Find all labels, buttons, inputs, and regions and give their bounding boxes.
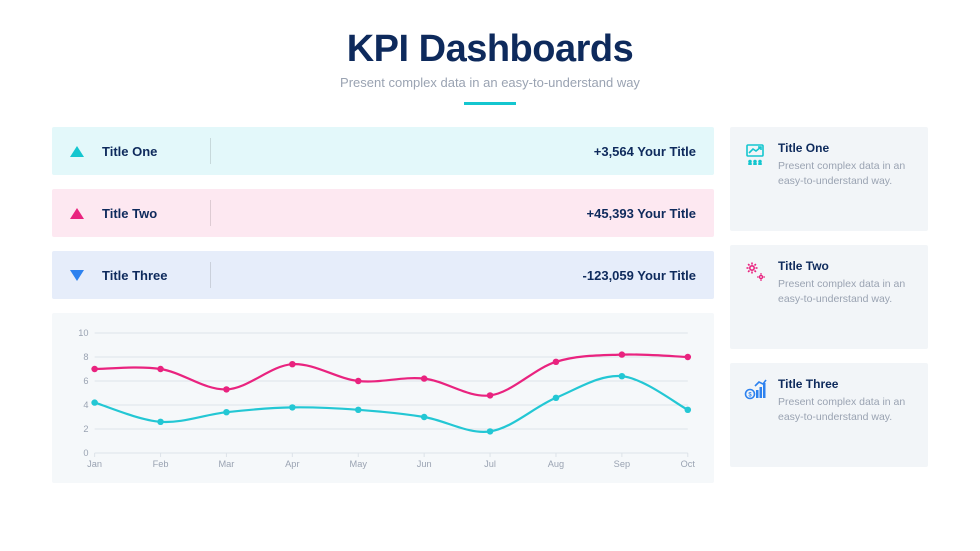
line-chart-card: 0 2 4 6 8 10 Jan Feb Mar Apr May Jun Jul Aug Sep Oct — [52, 313, 714, 483]
kpi-row: Title Two +45,393 Your Title — [52, 189, 714, 237]
right-column: Title One Present complex data in an easy… — [730, 127, 928, 483]
side-card-desc: Present complex data in an easy-to-under… — [778, 395, 914, 425]
divider — [210, 262, 211, 288]
x-axis-label: Jan — [87, 459, 102, 469]
x-axis-label: Sep — [614, 459, 630, 469]
chart-marker — [487, 428, 494, 434]
y-axis-label: 2 — [83, 424, 88, 434]
chart-marker — [223, 386, 230, 392]
x-axis-label: Jun — [417, 459, 432, 469]
line-chart: 0 2 4 6 8 10 Jan Feb Mar Apr May Jun Jul Aug Sep Oct — [70, 327, 696, 475]
chart-marker — [289, 404, 296, 410]
chart-line — [95, 376, 688, 432]
money-growth-icon: $ — [744, 377, 768, 453]
chart-marker — [553, 359, 560, 365]
kpi-label: Title One — [102, 144, 202, 159]
chart-marker — [355, 407, 362, 413]
chart-marker — [157, 419, 164, 425]
triangle-up-icon — [70, 208, 84, 219]
triangle-up-icon — [70, 146, 84, 157]
chart-marker — [157, 366, 164, 372]
chart-marker — [553, 395, 560, 401]
side-card: Title One Present complex data in an easy… — [730, 127, 928, 231]
chart-marker — [685, 354, 692, 360]
x-axis-label: Mar — [218, 459, 234, 469]
chart-marker — [421, 414, 428, 420]
gears-icon — [744, 259, 768, 335]
chart-marker — [487, 392, 494, 398]
y-axis-label: 0 — [83, 448, 88, 458]
divider — [210, 138, 211, 164]
chart-marker — [619, 351, 626, 357]
chart-marker — [619, 373, 626, 379]
x-axis-label: May — [350, 459, 368, 469]
page-subtitle: Present complex data in an easy-to-under… — [52, 75, 928, 90]
x-axis-label: Jul — [484, 459, 496, 469]
side-card-desc: Present complex data in an easy-to-under… — [778, 159, 914, 189]
chart-marker — [685, 407, 692, 413]
divider — [210, 200, 211, 226]
chart-line — [95, 354, 688, 395]
side-card: Title Two Present complex data in an easy… — [730, 245, 928, 349]
header: KPI Dashboards Present complex data in a… — [52, 28, 928, 105]
kpi-row: Title Three -123,059 Your Title — [52, 251, 714, 299]
side-card-desc: Present complex data in an easy-to-under… — [778, 277, 914, 307]
kpi-value: +45,393 Your Title — [219, 206, 696, 221]
page-title: KPI Dashboards — [52, 28, 928, 71]
kpi-value: +3,564 Your Title — [219, 144, 696, 159]
triangle-down-icon — [70, 270, 84, 281]
chart-marker — [223, 409, 230, 415]
chart-users-icon — [744, 141, 768, 217]
chart-marker — [421, 375, 428, 381]
y-axis-label: 8 — [83, 352, 88, 362]
side-card-title: Title Three — [778, 377, 914, 391]
kpi-value: -123,059 Your Title — [219, 268, 696, 283]
kpi-row: Title One +3,564 Your Title — [52, 127, 714, 175]
y-axis-label: 6 — [83, 376, 88, 386]
y-axis-label: 4 — [83, 400, 88, 410]
title-underline — [464, 102, 516, 105]
x-axis-label: Feb — [153, 459, 169, 469]
side-card-title: Title One — [778, 141, 914, 155]
left-column: Title One +3,564 Your Title Title Two +45,3… — [52, 127, 714, 483]
side-card: $ Title Three Present complex data in an … — [730, 363, 928, 467]
chart-marker — [355, 378, 362, 384]
x-axis-label: Apr — [285, 459, 299, 469]
chart-marker — [289, 361, 296, 367]
kpi-label: Title Two — [102, 206, 202, 221]
side-card-title: Title Two — [778, 259, 914, 273]
kpi-label: Title Three — [102, 268, 202, 283]
chart-marker — [91, 399, 98, 405]
x-axis-label: Aug — [548, 459, 564, 469]
chart-marker — [91, 366, 98, 372]
y-axis-label: 10 — [78, 328, 88, 338]
x-axis-label: Oct — [681, 459, 696, 469]
